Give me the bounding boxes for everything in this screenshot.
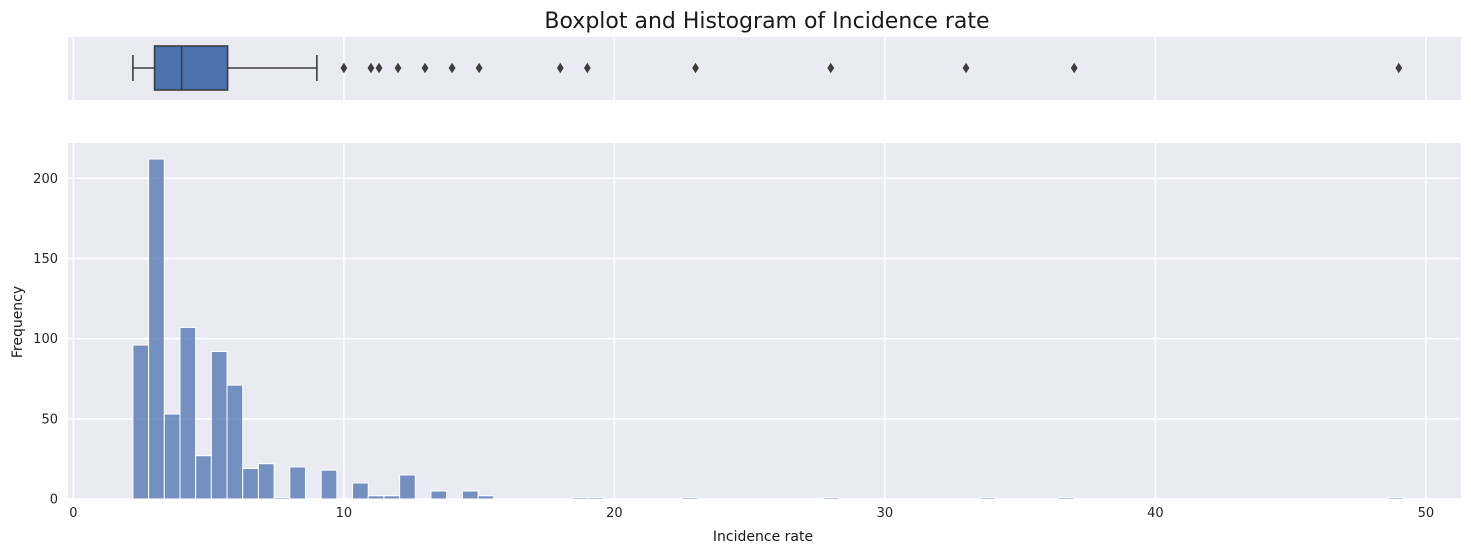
x-tick-label: 30 [877,506,894,521]
outlier-point [421,62,429,74]
histogram-bar [273,496,291,500]
histogram-bar [399,474,416,500]
histogram-bar [979,496,997,500]
outlier-point [962,62,970,74]
histogram-panel: 0 50 100 150 200 0 10 20 30 40 50 [33,143,1461,521]
histogram-bar [461,490,479,500]
y-tick-label: 50 [41,412,58,427]
histogram-bar [1058,496,1075,500]
histogram-bar [195,455,212,500]
outlier-point [340,62,348,74]
chart-title: Boxplot and Histogram of Incidence rate [544,9,989,34]
outlier-point [448,62,456,74]
outlier-point [375,62,383,74]
histogram-bar [148,158,165,500]
x-tick-label: 50 [1418,506,1435,521]
histogram-bar [210,350,228,500]
histogram-bar [822,496,840,500]
histogram-bar [163,413,181,500]
histogram-bar [226,384,244,500]
x-tick-label: 0 [69,506,77,521]
histogram-bar [383,495,401,500]
histogram-bar [242,468,259,500]
x-axis-label: Incidence rate [713,529,813,545]
box-iqr [153,45,229,91]
histogram-bar [257,463,275,500]
boxplot-panel [68,37,1461,100]
histogram-bar [320,469,338,500]
y-tick-label: 100 [33,332,58,347]
histogram-bar [477,495,495,500]
outlier-point [583,62,591,74]
outlier-point [692,62,699,74]
outlier-point [367,62,375,74]
y-axis-label: Frequency [10,286,26,358]
histogram-bar [1387,496,1405,500]
histogram-bar [352,482,369,500]
y-tick-label: 150 [33,252,58,267]
histogram-bar [179,326,197,500]
outlier-point [556,62,564,74]
outlier-point [475,62,483,74]
y-tick-label: 200 [33,172,58,187]
histogram-bar [132,344,150,500]
histogram-bar [571,496,589,500]
x-tick-label: 40 [1147,506,1164,521]
outlier-point [394,62,402,74]
x-tick-label: 10 [336,506,353,521]
outlier-point [1395,62,1403,74]
histogram-bar [289,466,306,500]
histogram-bar [430,490,448,500]
histogram-bar [587,496,605,500]
histogram-bar [681,496,699,500]
histogram-bar [367,495,385,500]
outlier-point [827,62,835,74]
outlier-point [1070,62,1078,74]
y-tick-label: 0 [50,493,58,508]
x-tick-label: 20 [606,506,623,521]
histogram-background [68,143,1461,499]
